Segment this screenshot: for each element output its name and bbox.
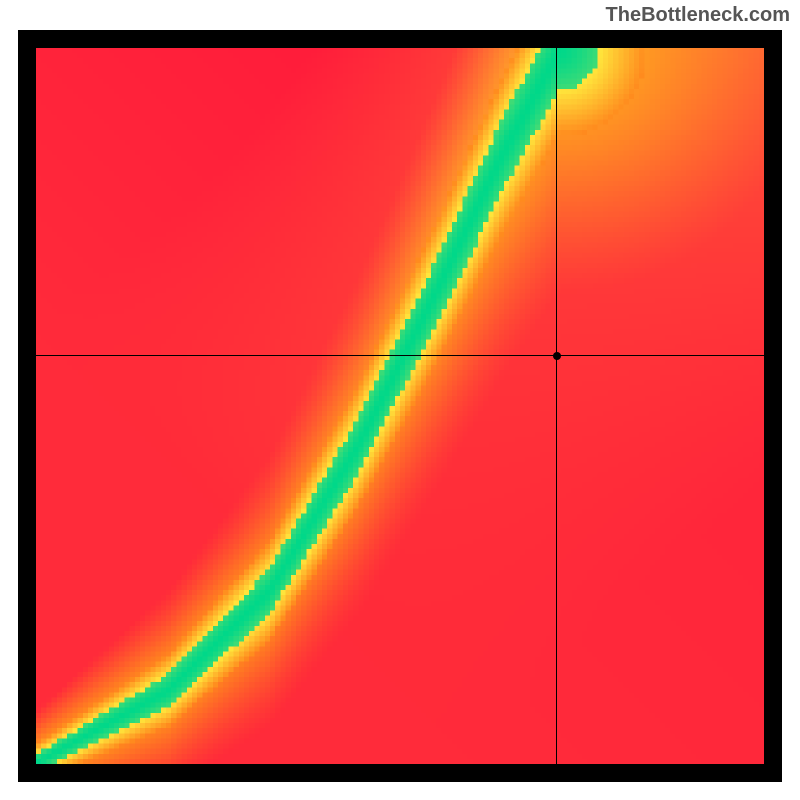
crosshair-vertical — [556, 48, 557, 764]
crosshair-horizontal — [36, 355, 764, 356]
watermark-text: TheBottleneck.com — [606, 4, 790, 27]
crosshair-marker — [553, 352, 561, 360]
heatmap-canvas — [36, 48, 764, 764]
chart-container: TheBottleneck.com — [0, 0, 800, 800]
